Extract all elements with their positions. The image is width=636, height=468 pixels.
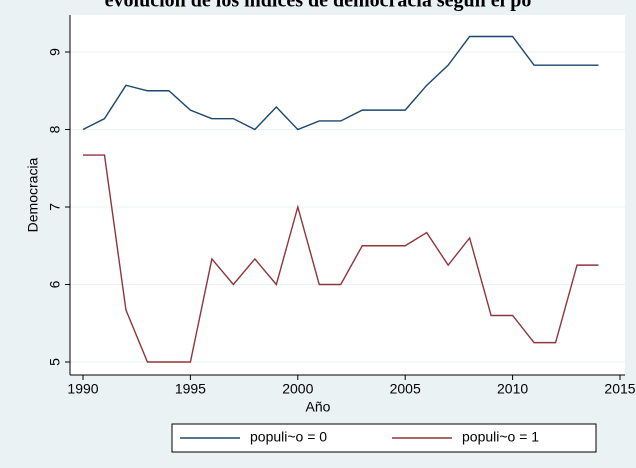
x-tick-label: 2000 [282,381,313,397]
y-tick-label: 5 [47,358,63,366]
line-series [83,154,599,363]
x-tick-label: 1990 [67,381,98,397]
x-tick-label: 2005 [390,381,421,397]
y-axis-label: Democracia [25,157,41,232]
chart-title: evolución de los índices de democracia s… [105,0,532,12]
line-series [82,35,599,131]
x-tick-label: 2010 [497,381,528,397]
plot-area [70,15,625,375]
y-tick-label: 7 [47,203,63,211]
legend-label: populi~o = 1 [462,429,539,445]
y-tick-label: 8 [47,125,63,133]
x-tick-label: 2015 [604,381,635,397]
y-tick-label: 6 [47,280,63,288]
x-axis-label: Año [306,399,331,415]
legend-box [171,423,597,453]
y-tick-label: 9 [47,48,63,56]
legend-label: populi~o = 0 [250,429,327,445]
x-tick-label: 1995 [175,381,206,397]
